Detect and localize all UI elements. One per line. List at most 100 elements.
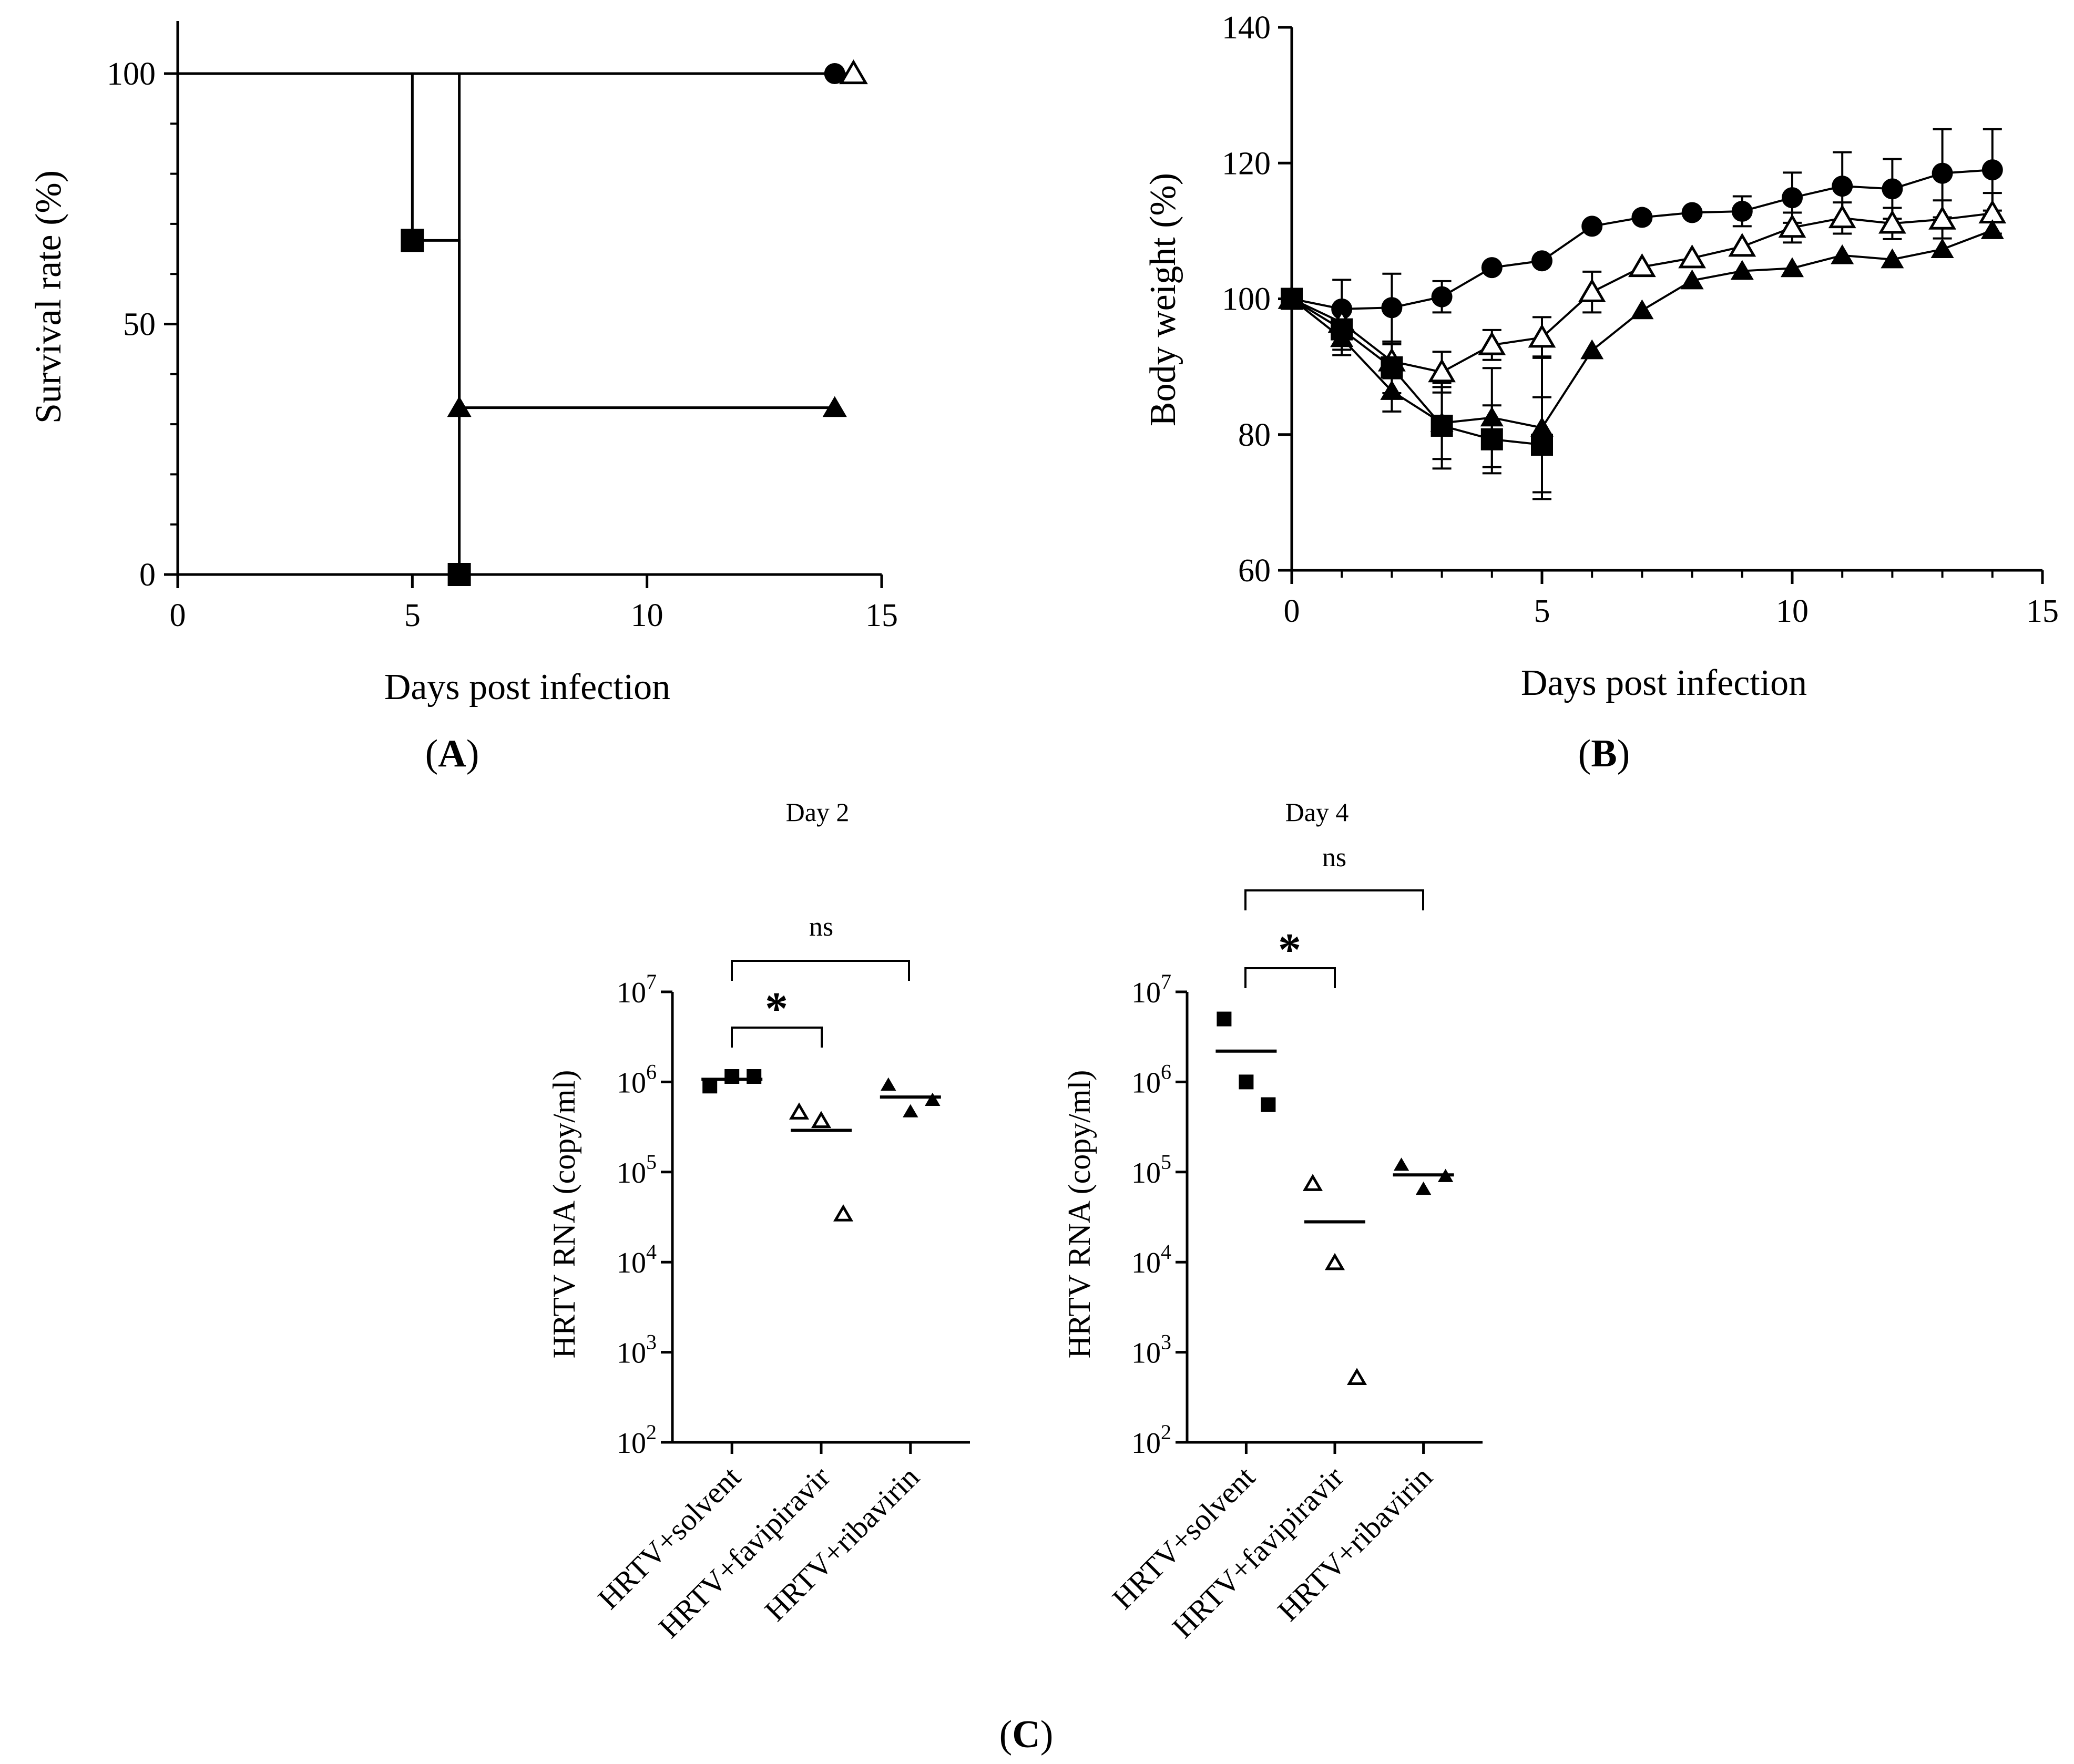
panel-b-point [1381,297,1403,319]
panel-a-point [839,59,868,85]
panel-b-series-line [1291,298,1542,446]
panel-a-label: (A) [425,732,479,775]
panel-b-series [1278,128,2007,500]
panel-b-point [1930,238,1954,259]
panel-b-point [1731,200,1753,222]
panel-b-point [1381,356,1403,378]
panel-b-point [1528,324,1556,348]
panel-c-day4-y-tick-label: 105 [1131,1150,1171,1189]
panel-b-point [1680,269,1704,290]
panel-c-day2-y-tick-label: 102 [617,1420,657,1460]
panel-b-point [1728,233,1756,257]
panel-a-y-tick-label: 0 [139,557,156,593]
panel-c-day2-bracket-ns [731,960,910,981]
panel-b-x-tick-label: 10 [1776,593,1809,629]
panel-b-point [1730,260,1754,280]
panel-c-day4-category-label: HRTV+ribavirin [1271,1460,1438,1627]
panel-b-x-tick-label: 5 [1534,593,1550,629]
panel-c-day4-y-axis-label: HRTV RNA (copy/ml) [1062,1070,1097,1359]
panel-c-day4-point [1393,1157,1409,1171]
panel-b-label: (B) [1578,732,1630,775]
panel-c-day2-star: * [765,983,788,1034]
panel-b-point [1878,210,1906,234]
panel-c-day2-point [789,1102,810,1120]
panel-c-day4-y-tick-label: 102 [1131,1420,1171,1460]
panel-a-series-line [458,74,835,409]
panel-b-point [1678,244,1707,269]
panel-b-x-tick-label: 0 [1284,593,1300,629]
panel-c-day2-point [881,1077,896,1091]
panel-b-point [1831,244,1854,264]
panel-b-point [1832,176,1853,197]
panel-c-day2-point [903,1104,918,1117]
panel-c-day4-point [1324,1253,1345,1270]
panel-c-day2-points [701,1069,941,1222]
panel-b-point [1932,162,1953,184]
panel-c-day2-point [702,1079,718,1094]
panel-a-series-line [178,72,461,575]
panel-c-day2-y-tick-label: 107 [617,970,657,1009]
panel-c-day4-y-tick-label: 106 [1131,1060,1171,1099]
panel-c-day4-point [1239,1074,1254,1090]
panel-c-day2-y-tick-label: 105 [617,1150,657,1189]
panel-c-day2-y-tick-label: 106 [617,1060,657,1099]
panel-b-point [1928,206,1957,230]
panel-a-y-tick-label: 50 [123,307,156,343]
panel-a-y-tick-label: 100 [107,56,156,92]
panel-b-point [1380,380,1404,400]
panel-c-day4-point [1217,1011,1232,1027]
panel-c-label: (C) [999,1713,1054,1756]
panel-a-point [447,396,472,417]
panel-b-point [1531,434,1553,456]
panel-c-day4-ticks: 102103104105106107HRTV+solventHRTV+favip… [1106,970,1439,1645]
panel-c-day2-title: Day 2 [786,797,850,827]
panel-b-y-tick-label: 80 [1238,417,1271,453]
panel-c-day2-y-axis-label: HRTV RNA (copy/ml) [547,1070,581,1359]
panel-a-series [178,59,868,586]
panel-b-point [1681,202,1703,223]
panel-a-survival-chart: 0 5 10 15 0 50 100 Survival rate (%) Days post… [28,21,898,775]
panel-a-point [822,396,847,417]
panel-a-x-tick-label: 10 [631,598,663,633]
panel-c-day2-point [747,1069,762,1084]
panel-b-point [1778,213,1806,238]
panel-c-day4-y-tick-label: 104 [1131,1240,1171,1279]
panel-b-point [1981,159,2003,181]
panel-c-day2-point [925,1092,941,1106]
panel-c-day2-category-label: HRTV+ribavirin [758,1460,926,1627]
panel-b-x-tick-label: 15 [2026,593,2059,629]
panel-b-point [1630,299,1654,320]
panel-b-body-weight-chart: 0 5 10 15 60 80 100 120 140 Body weight (%) Days… [1143,10,2059,775]
panel-a-ticks: 0 5 10 15 0 50 100 [107,56,898,633]
panel-c-day4-title: Day 4 [1285,797,1349,827]
panel-a-point [447,563,471,586]
panel-b-y-tick-label: 120 [1222,146,1271,181]
panel-b-point [1780,257,1804,278]
panel-a-point [401,229,424,252]
panel-c-day2-y-tick-label: 104 [617,1240,657,1279]
panel-c-day2-point [724,1069,740,1084]
panel-c-day4-point [1346,1368,1367,1385]
panel-c-day4-point [1302,1174,1323,1191]
panel-c-day2-chart: Day 2 102103104105106107HRTV+solventHRTV… [547,797,970,1645]
panel-c-day4-star: * [1278,925,1301,976]
panel-b-point [1581,216,1603,237]
panel-c-day4-point [1415,1181,1432,1195]
panel-b-point [1882,178,1903,200]
panel-b-point [1431,286,1453,307]
panel-b-point [1828,204,1856,229]
panel-c-day2-point [811,1111,832,1129]
panel-b-point [1480,428,1503,450]
panel-c-day4-bracket-star [1244,967,1336,988]
panel-b-point [1480,406,1504,427]
panel-c-day2-y-tick-label: 103 [617,1330,657,1370]
panel-c-day4-bracket-ns [1244,889,1424,910]
panel-b-point [1980,219,2004,239]
panel-a-x-tick-label: 5 [404,598,421,633]
panel-b-point [1478,331,1506,355]
panel-b-point [1978,199,2007,224]
panel-b-ticks: 0 5 10 15 60 80 100 120 140 [1222,10,2059,629]
panel-c-day4-points [1215,1011,1454,1385]
panel-b-y-tick-label: 100 [1222,282,1271,317]
